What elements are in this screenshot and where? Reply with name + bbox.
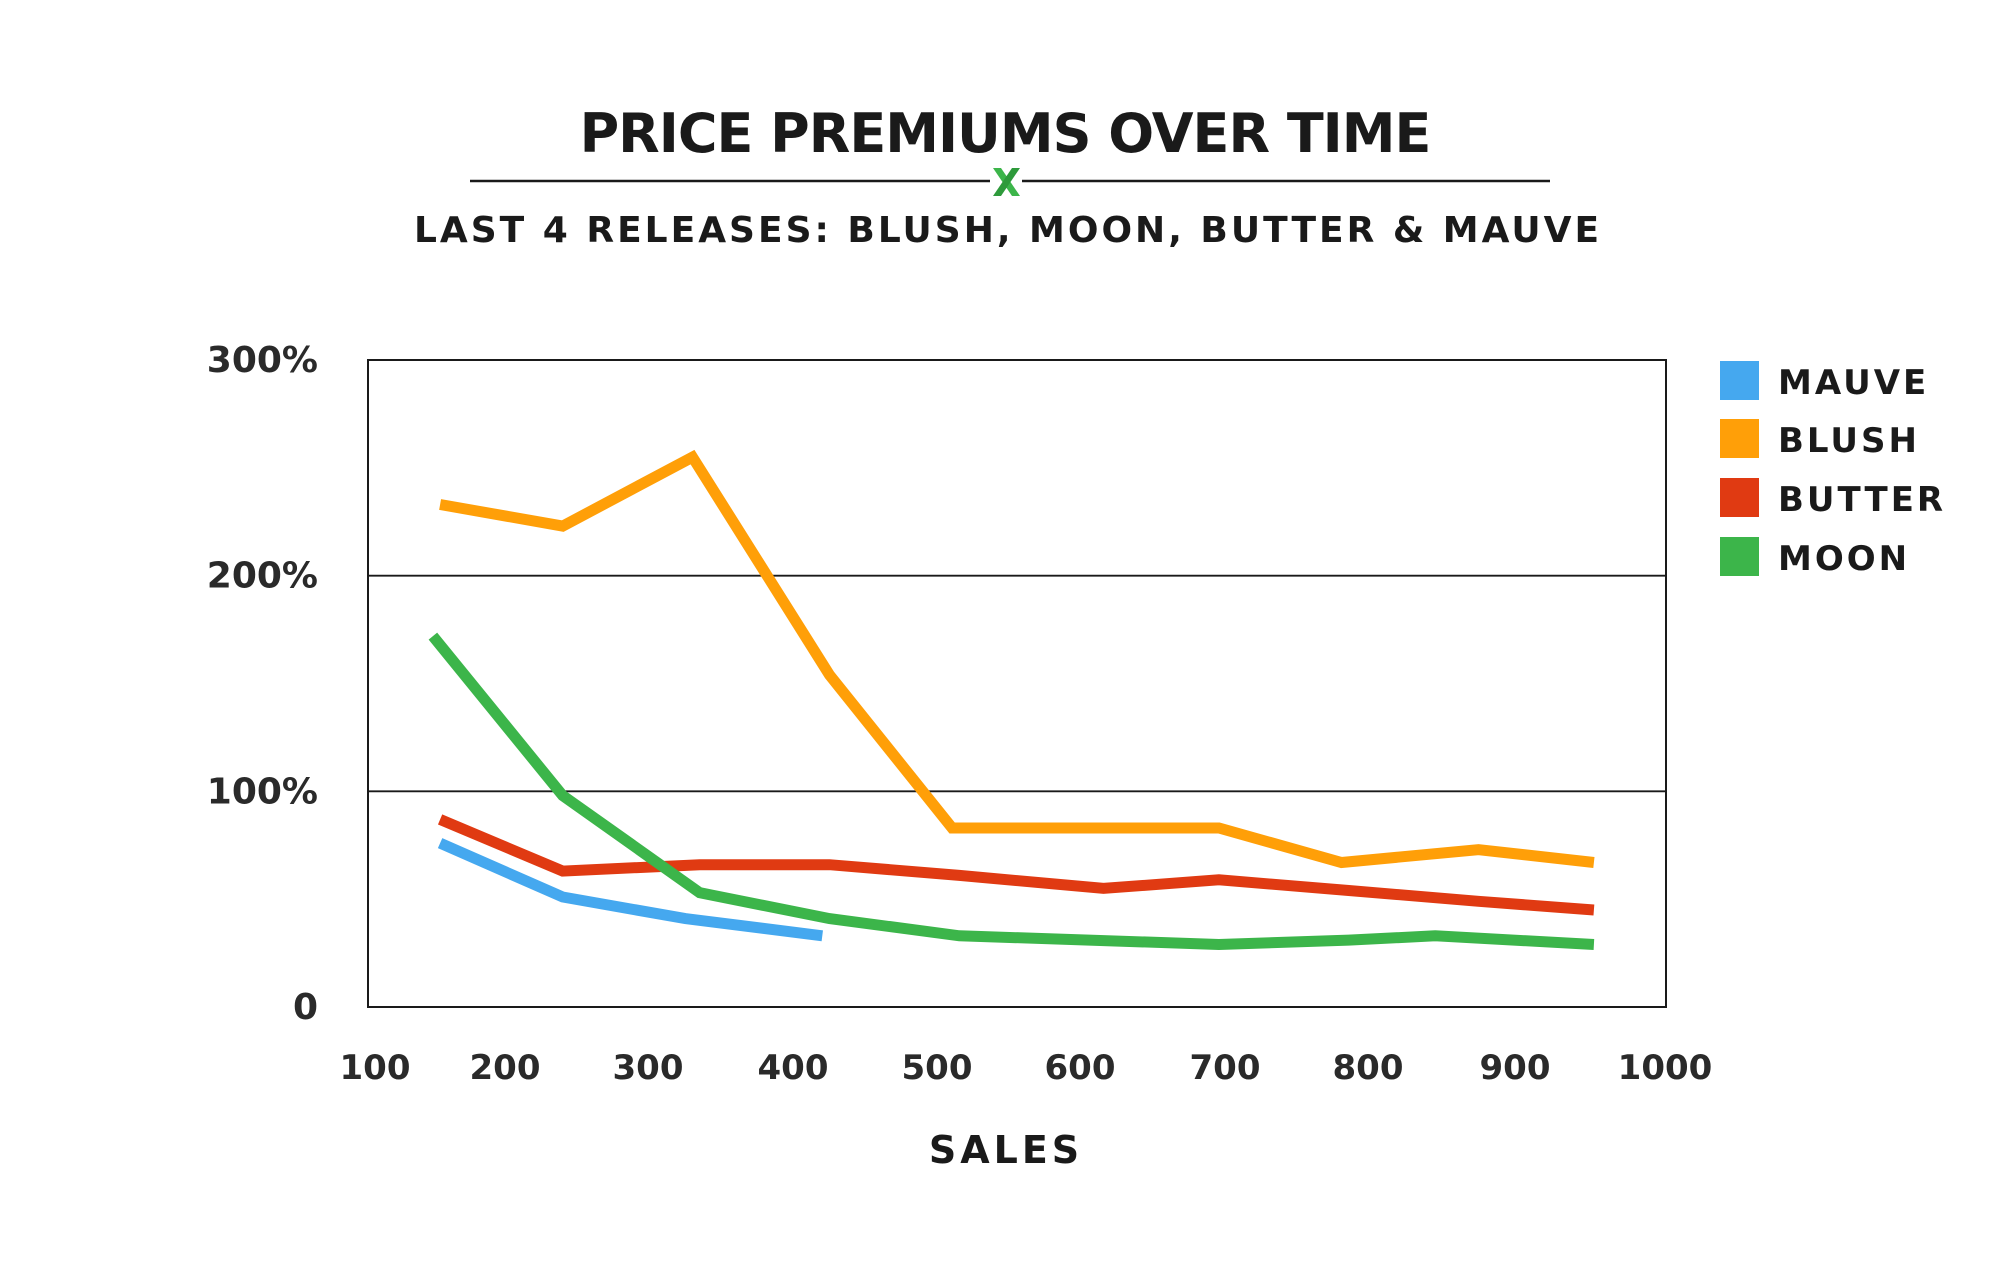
legend-swatch-mauve <box>1720 361 1759 400</box>
x-axis-label: SALES <box>929 1128 1083 1172</box>
x-tick-label: 800 <box>1333 1048 1404 1088</box>
legend-swatch-blush <box>1720 419 1759 458</box>
x-tick-label: 300 <box>613 1048 684 1088</box>
y-tick-label: 300% <box>207 340 318 381</box>
plot-area <box>367 359 1667 1008</box>
legend-label-moon: MOON <box>1778 539 1910 579</box>
x-tick-label: 400 <box>758 1048 829 1088</box>
legend-label-butter: BUTTER <box>1778 480 1946 520</box>
brand-x-icon <box>993 168 1020 196</box>
legend-swatch-moon <box>1720 537 1759 576</box>
gridlines <box>368 574 1666 793</box>
series-line-mauve <box>437 838 823 942</box>
chart-subtitle: LAST 4 RELEASES: BLUSH, MOON, BUTTER & M… <box>414 210 1602 251</box>
legend-label-mauve: MAUVE <box>1778 363 1929 403</box>
series-line-moon <box>428 632 1595 951</box>
y-tick-label: 0 <box>293 987 318 1028</box>
x-tick-label: 500 <box>902 1048 973 1088</box>
legend-label-blush: BLUSH <box>1778 421 1920 461</box>
x-tick-label: 700 <box>1190 1048 1261 1088</box>
x-tick-label: 200 <box>470 1048 541 1088</box>
x-tick-label: 600 <box>1045 1048 1116 1088</box>
y-tick-label: 200% <box>207 556 318 597</box>
series-lines <box>428 449 1595 951</box>
y-tick-label: 100% <box>207 771 318 812</box>
x-axis-ticks: 100 200 300 400 500 600 700 800 900 1000 <box>340 1048 1713 1088</box>
series-line-butter <box>437 814 1595 916</box>
legend: MAUVE BLUSH BUTTER MOON <box>1720 361 1946 579</box>
plot-frame <box>367 359 1667 1008</box>
series-line-blush <box>439 449 1595 869</box>
x-tick-label: 1000 <box>1618 1048 1713 1088</box>
legend-swatch-butter <box>1720 478 1759 517</box>
y-axis-ticks: 0 100% 200% 300% <box>207 340 318 1028</box>
chart-title: PRICE PREMIUMS OVER TIME <box>580 102 1431 165</box>
x-tick-label: 900 <box>1480 1048 1551 1088</box>
x-tick-label: 100 <box>340 1048 411 1088</box>
chart-header: PRICE PREMIUMS OVER TIME LAST 4 RELEASES… <box>414 102 1602 251</box>
